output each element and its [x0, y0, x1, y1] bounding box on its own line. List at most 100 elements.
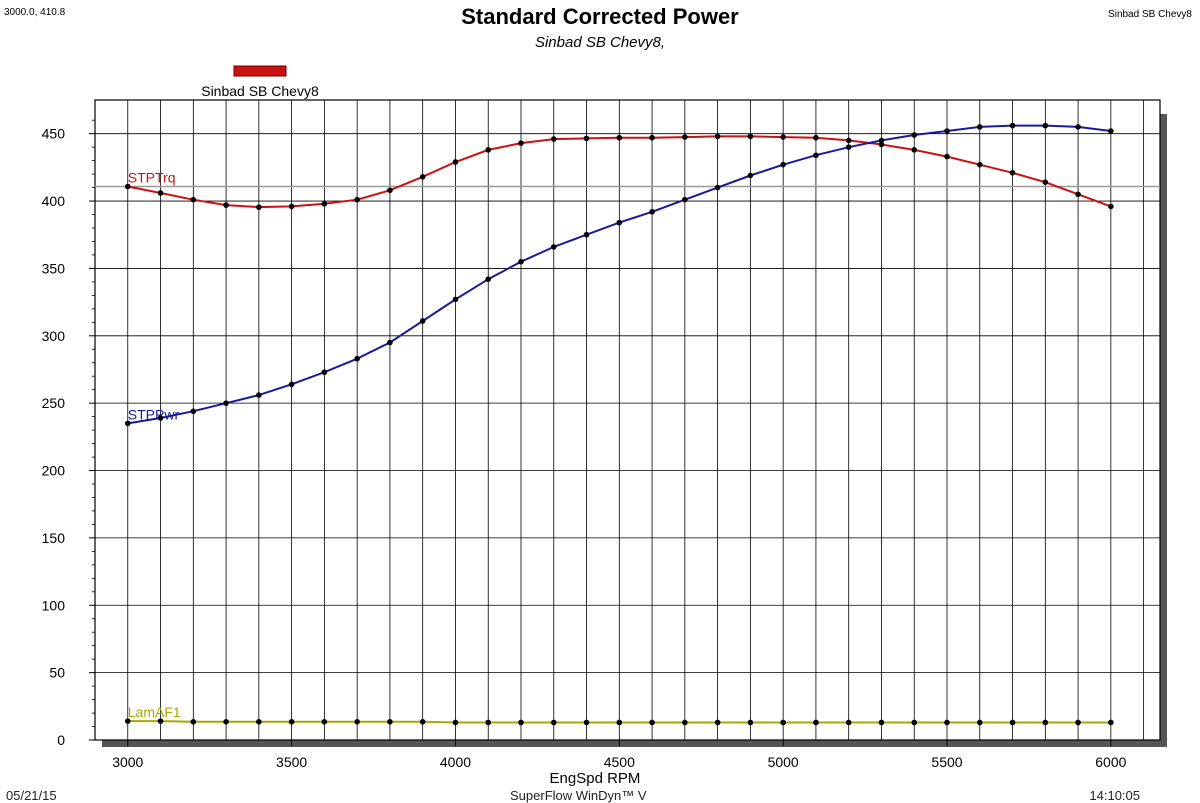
- series-point-stptrq[interactable]: [485, 147, 492, 153]
- series-point-stptrq[interactable]: [845, 137, 852, 144]
- series-point-lamaf1[interactable]: [419, 719, 426, 725]
- series-point-lamaf1[interactable]: [845, 719, 852, 726]
- series-point-stppwr[interactable]: [780, 161, 786, 168]
- x-tick-label: 4000: [440, 754, 471, 770]
- series-point-lamaf1[interactable]: [550, 719, 557, 726]
- series-point-stptrq[interactable]: [649, 134, 655, 141]
- series-point-stptrq[interactable]: [714, 133, 721, 140]
- series-point-stppwr[interactable]: [813, 152, 819, 159]
- series-point-lamaf1[interactable]: [583, 719, 590, 726]
- series-point-stppwr[interactable]: [124, 420, 131, 427]
- x-tick-label: 3500: [276, 754, 307, 770]
- series-point-stptrq[interactable]: [1009, 169, 1016, 176]
- series-point-stptrq[interactable]: [616, 134, 623, 141]
- series-point-lamaf1[interactable]: [780, 719, 786, 726]
- series-point-stptrq[interactable]: [452, 159, 459, 165]
- series-point-stppwr[interactable]: [583, 231, 590, 238]
- series-point-stptrq[interactable]: [124, 183, 131, 190]
- series-point-stppwr[interactable]: [682, 196, 688, 203]
- series-label-stptrq: STPTrq: [128, 170, 176, 186]
- series-point-stppwr[interactable]: [419, 318, 426, 324]
- series-point-stppwr[interactable]: [256, 392, 262, 398]
- series-point-stppwr[interactable]: [1042, 122, 1049, 129]
- series-point-stppwr[interactable]: [223, 400, 229, 406]
- legend-layer: Sinbad SB Chevy8: [201, 65, 319, 99]
- series-point-stptrq[interactable]: [354, 196, 360, 203]
- series-point-stptrq[interactable]: [157, 190, 164, 196]
- series-point-stppwr[interactable]: [518, 258, 524, 265]
- series-point-lamaf1[interactable]: [157, 718, 164, 724]
- series-point-lamaf1[interactable]: [911, 719, 918, 726]
- series-point-stppwr[interactable]: [354, 355, 360, 362]
- series-point-stppwr[interactable]: [944, 128, 950, 134]
- series-point-lamaf1[interactable]: [944, 719, 950, 726]
- series-point-lamaf1[interactable]: [682, 719, 688, 726]
- series-point-stptrq[interactable]: [813, 134, 819, 141]
- series-point-stptrq[interactable]: [550, 136, 557, 142]
- series-point-stppwr[interactable]: [550, 244, 557, 250]
- series-point-stptrq[interactable]: [911, 147, 918, 153]
- series-point-stppwr[interactable]: [616, 219, 623, 226]
- series-point-lamaf1[interactable]: [256, 719, 262, 725]
- series-point-stppwr[interactable]: [747, 172, 754, 179]
- series-point-lamaf1[interactable]: [714, 719, 721, 726]
- series-point-stptrq[interactable]: [976, 161, 983, 168]
- series-point-lamaf1[interactable]: [1108, 719, 1114, 726]
- series-point-stptrq[interactable]: [747, 133, 754, 140]
- series-point-lamaf1[interactable]: [813, 719, 819, 726]
- series-point-lamaf1[interactable]: [649, 719, 655, 726]
- series-point-stppwr[interactable]: [714, 184, 721, 191]
- series-point-stppwr[interactable]: [976, 124, 983, 130]
- series-point-lamaf1[interactable]: [124, 718, 131, 724]
- series-point-lamaf1[interactable]: [387, 719, 393, 725]
- series-point-stppwr[interactable]: [387, 339, 393, 346]
- series-point-stptrq[interactable]: [419, 174, 426, 180]
- series-point-stptrq[interactable]: [223, 202, 229, 208]
- series-point-stppwr[interactable]: [452, 296, 459, 303]
- series-point-stptrq[interactable]: [256, 204, 262, 210]
- series-point-stppwr[interactable]: [1108, 128, 1114, 134]
- series-point-stppwr[interactable]: [321, 369, 328, 375]
- series-point-stptrq[interactable]: [878, 141, 885, 148]
- series-point-stppwr[interactable]: [878, 137, 885, 144]
- series-point-lamaf1[interactable]: [190, 719, 197, 725]
- series-point-stptrq[interactable]: [682, 134, 688, 140]
- series-point-lamaf1[interactable]: [1042, 719, 1049, 726]
- series-point-lamaf1[interactable]: [878, 719, 885, 726]
- series-point-lamaf1[interactable]: [321, 719, 328, 725]
- series-point-lamaf1[interactable]: [452, 719, 459, 726]
- series-point-stptrq[interactable]: [1075, 191, 1081, 198]
- series-point-stptrq[interactable]: [1042, 179, 1049, 185]
- series-point-lamaf1[interactable]: [288, 719, 295, 725]
- series-point-stptrq[interactable]: [387, 187, 393, 194]
- series-point-stptrq[interactable]: [1108, 203, 1114, 210]
- series-point-stppwr[interactable]: [485, 276, 492, 283]
- series-point-lamaf1[interactable]: [485, 719, 492, 726]
- series-point-lamaf1[interactable]: [518, 719, 524, 726]
- series-point-lamaf1[interactable]: [976, 719, 983, 726]
- series-point-stppwr[interactable]: [157, 415, 164, 421]
- series-point-lamaf1[interactable]: [354, 719, 360, 725]
- series-point-lamaf1[interactable]: [223, 719, 229, 725]
- series-point-lamaf1[interactable]: [747, 719, 754, 726]
- series-point-stppwr[interactable]: [1009, 122, 1016, 129]
- series-point-stptrq[interactable]: [944, 153, 950, 160]
- series-point-stptrq[interactable]: [190, 196, 197, 203]
- series-point-stppwr[interactable]: [649, 209, 655, 215]
- series-point-stptrq[interactable]: [518, 140, 524, 146]
- series-point-stptrq[interactable]: [780, 134, 786, 140]
- series-point-lamaf1[interactable]: [616, 719, 623, 726]
- series-point-stppwr[interactable]: [190, 408, 197, 415]
- series-point-stppwr[interactable]: [288, 381, 295, 388]
- series-point-lamaf1[interactable]: [1075, 719, 1081, 726]
- x-tick-label: 4500: [604, 754, 635, 770]
- series-point-stptrq[interactable]: [583, 135, 590, 142]
- series-point-stppwr[interactable]: [1075, 124, 1081, 130]
- series-point-stppwr[interactable]: [911, 132, 918, 138]
- series-point-lamaf1[interactable]: [1009, 719, 1016, 726]
- series-point-stptrq[interactable]: [321, 200, 328, 207]
- series-point-stppwr[interactable]: [845, 144, 852, 150]
- series-point-stptrq[interactable]: [288, 203, 295, 210]
- plot-frame: [94, 99, 1161, 741]
